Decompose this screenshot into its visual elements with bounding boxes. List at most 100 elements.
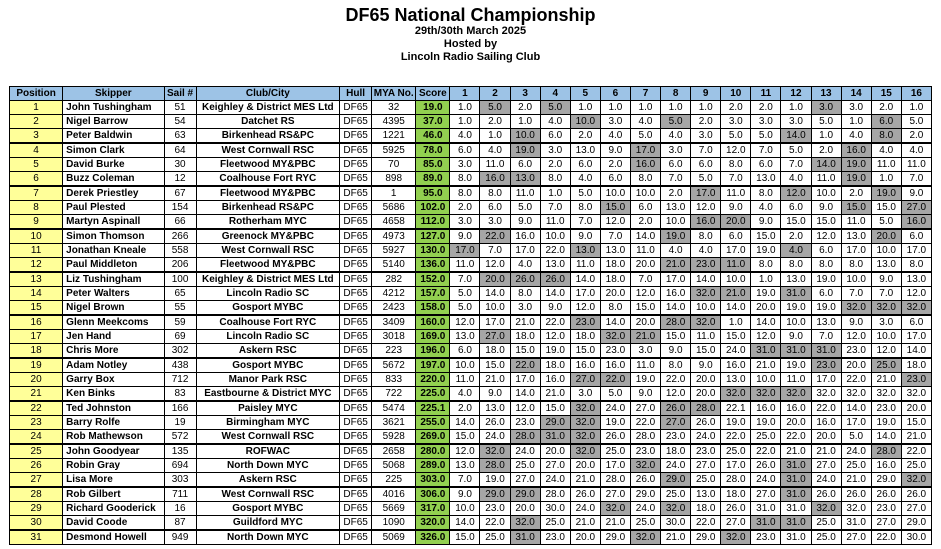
race-score-cell: 8.0 xyxy=(660,357,692,373)
position-cell: 6 xyxy=(8,171,64,187)
race-score-cell: 32.0 xyxy=(900,386,933,402)
race-score-cell: 31.0 xyxy=(780,515,812,531)
column-header: 16 xyxy=(900,86,933,101)
race-score-cell: 21.0 xyxy=(660,257,692,273)
race-score-cell: 9.0 xyxy=(750,214,782,230)
club-cell: Greenock MY&PBC xyxy=(195,228,341,244)
race-score-cell: 20.0 xyxy=(629,257,662,273)
race-score-cell: 22.0 xyxy=(479,515,511,531)
race-score-cell: 27.0 xyxy=(509,472,541,488)
race-score-cell: 21.0 xyxy=(900,429,933,445)
race-score-cell: 31.0 xyxy=(750,343,782,359)
race-score-cell: 1.0 xyxy=(720,314,752,330)
race-score-cell: 3.0 xyxy=(509,300,541,316)
race-score-cell: 27.0 xyxy=(569,372,601,387)
race-score-cell: 1.0 xyxy=(750,271,782,287)
race-score-cell: 15.0 xyxy=(569,343,601,359)
club-cell: Lincoln Radio SC xyxy=(195,286,341,301)
race-score-cell: 13.0 xyxy=(509,171,541,187)
position-cell: 21 xyxy=(8,386,64,402)
race-score-cell: 11.0 xyxy=(569,257,601,273)
race-score-cell: 3.0 xyxy=(539,142,571,158)
race-score-cell: 18.0 xyxy=(599,271,631,287)
sail-number-cell: 51 xyxy=(163,100,197,115)
score-cell: 225.0 xyxy=(415,386,451,402)
race-score-cell: 12.0 xyxy=(870,343,902,359)
column-header: 9 xyxy=(690,86,722,101)
race-score-cell: 14.0 xyxy=(509,386,541,402)
race-score-cell: 23.0 xyxy=(750,529,782,545)
race-score-cell: 15.0 xyxy=(900,415,933,430)
race-score-cell: 14.0 xyxy=(840,400,872,416)
race-score-cell: 21.0 xyxy=(810,443,842,459)
skipper-cell: Desmond Howell xyxy=(62,529,165,545)
race-score-cell: 21.0 xyxy=(479,372,511,387)
race-score-cell: 2.0 xyxy=(750,100,782,115)
race-score-cell: 27.0 xyxy=(479,329,511,344)
race-score-cell: 23.0 xyxy=(900,372,933,387)
race-score-cell: 8.0 xyxy=(750,257,782,273)
club-cell: Gosport MYBC xyxy=(195,300,341,316)
score-cell: 85.0 xyxy=(415,157,451,172)
race-score-cell: 31.0 xyxy=(780,286,812,301)
race-score-cell: 15.0 xyxy=(539,400,571,416)
mya-number-cell: 223 xyxy=(371,343,417,359)
race-score-cell: 25.0 xyxy=(509,458,541,473)
race-score-cell: 16.0 xyxy=(509,228,541,244)
race-score-cell: 26.0 xyxy=(840,486,872,502)
position-cell: 26 xyxy=(8,458,64,473)
mya-number-cell: 70 xyxy=(371,157,417,172)
position-cell: 17 xyxy=(8,329,64,344)
race-score-cell: 10.0 xyxy=(870,329,902,344)
race-score-cell: 13.0 xyxy=(479,400,511,416)
race-score-cell: 17.0 xyxy=(840,415,872,430)
race-score-cell: 21.0 xyxy=(509,314,541,330)
race-score-cell: 3.0 xyxy=(870,314,902,330)
mya-number-cell: 4016 xyxy=(371,486,417,502)
club-cell: West Cornwall RSC xyxy=(195,142,341,158)
race-score-cell: 32.0 xyxy=(569,429,601,445)
race-score-cell: 17.0 xyxy=(900,243,933,258)
position-cell: 19 xyxy=(8,357,64,373)
race-score-cell: 2.0 xyxy=(629,214,662,230)
hull-cell: DF65 xyxy=(339,372,373,387)
position-cell: 1 xyxy=(8,100,64,115)
race-score-cell: 29.0 xyxy=(509,486,541,502)
race-score-cell: 9.0 xyxy=(690,357,722,373)
race-score-cell: 32.0 xyxy=(629,529,662,545)
position-cell: 8 xyxy=(8,200,64,215)
race-score-cell: 1.0 xyxy=(629,100,662,115)
race-score-cell: 1.0 xyxy=(449,100,481,115)
hull-cell: DF65 xyxy=(339,472,373,488)
race-score-cell: 5.0 xyxy=(509,200,541,215)
hull-cell: DF65 xyxy=(339,228,373,244)
race-score-cell: 11.0 xyxy=(900,157,933,172)
race-score-cell: 7.0 xyxy=(720,171,752,187)
race-score-cell: 29.0 xyxy=(870,472,902,488)
race-score-cell: 6.0 xyxy=(720,228,752,244)
hull-cell: DF65 xyxy=(339,515,373,531)
race-score-cell: 22.0 xyxy=(509,357,541,373)
race-score-cell: 5.0 xyxy=(539,100,571,115)
race-score-cell: 13.0 xyxy=(449,329,481,344)
race-score-cell: 6.0 xyxy=(479,200,511,215)
race-score-cell: 12.0 xyxy=(449,314,481,330)
position-cell: 24 xyxy=(8,429,64,445)
hull-cell: DF65 xyxy=(339,415,373,430)
race-score-cell: 25.0 xyxy=(629,515,662,531)
race-score-cell: 19.0 xyxy=(780,300,812,316)
race-score-cell: 26.0 xyxy=(539,271,571,287)
position-cell: 10 xyxy=(8,228,64,244)
club-cell: West Cornwall RSC xyxy=(195,486,341,502)
race-score-cell: 11.0 xyxy=(840,214,872,230)
sail-number-cell: 303 xyxy=(163,472,197,488)
page-title: DF65 National Championship xyxy=(345,5,596,25)
race-score-cell: 10.0 xyxy=(780,314,812,330)
score-cell: 169.0 xyxy=(415,329,451,344)
race-score-cell: 12.0 xyxy=(599,214,631,230)
result-row: 3 Peter Baldwin 63 Birkenhead RS&PC DF65 1221… xyxy=(8,128,933,144)
race-score-cell: 7.0 xyxy=(569,214,601,230)
mya-number-cell: 1221 xyxy=(371,128,417,144)
race-score-cell: 28.0 xyxy=(509,429,541,445)
race-score-cell: 2.0 xyxy=(720,100,752,115)
